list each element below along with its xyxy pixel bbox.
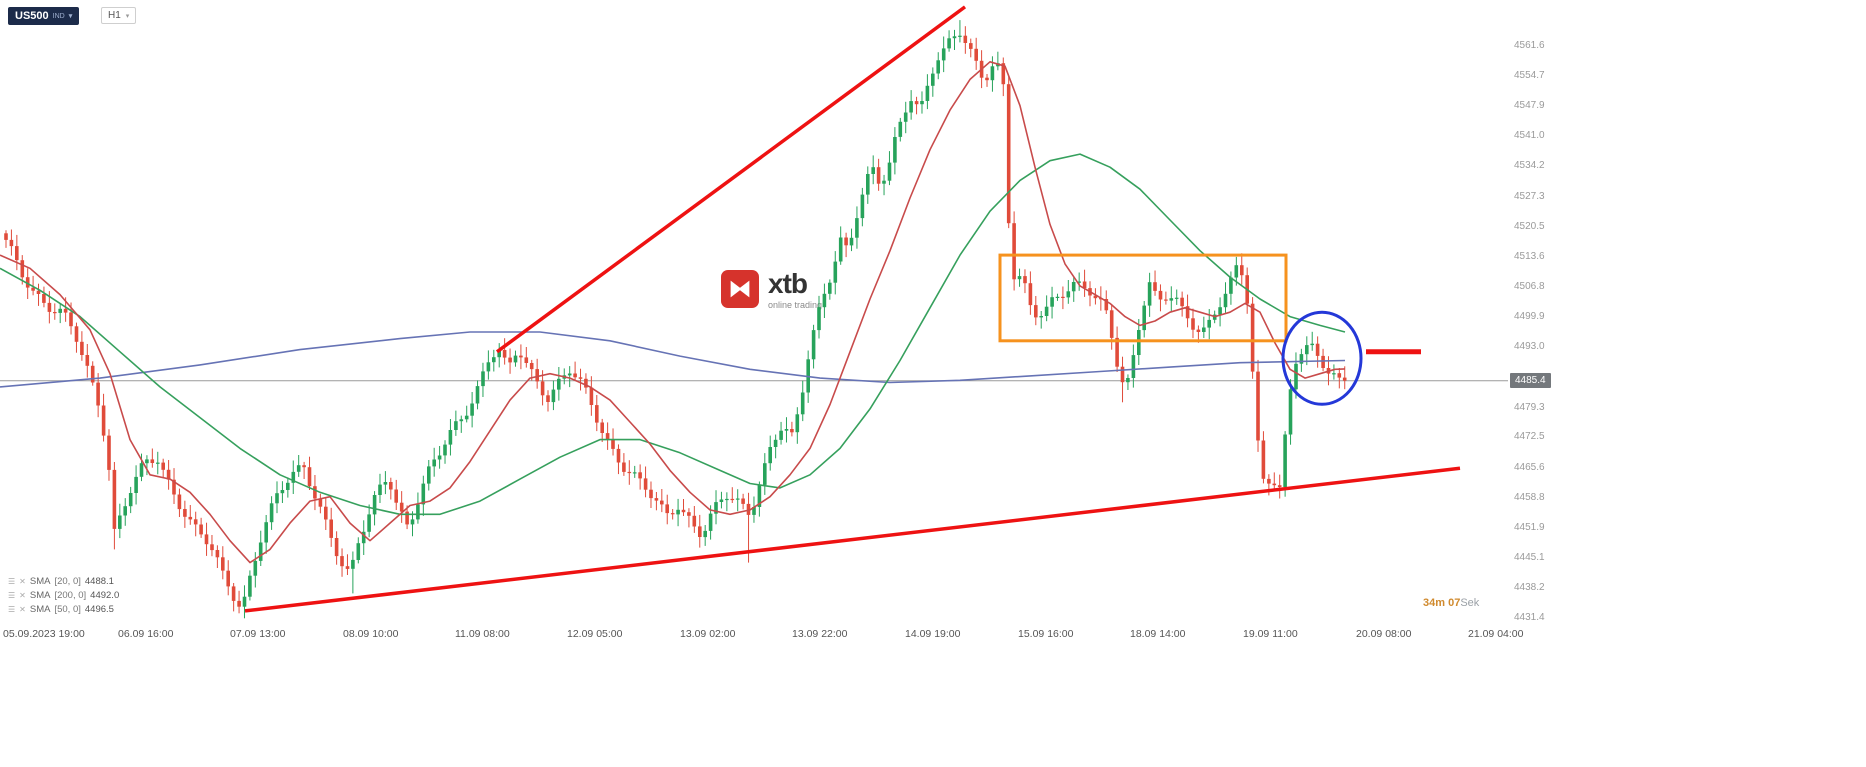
- brand-name: xtb: [768, 268, 808, 299]
- xtb-logo-icon: [721, 270, 759, 308]
- indicator-name: SMA: [29, 575, 51, 587]
- lower-trendline-annotation[interactable]: [244, 466, 1461, 613]
- time-axis-label: 08.09 10:00: [343, 628, 399, 640]
- price-axis-label: 4554.7: [1514, 70, 1545, 81]
- sma200-line[interactable]: [0, 331, 1346, 388]
- time-axis-label: 18.09 14:00: [1130, 628, 1186, 640]
- indicator-params: [200, 0]: [54, 589, 87, 601]
- price-axis-label: 4547.9: [1514, 100, 1545, 111]
- indicator-settings-icon[interactable]: ☰: [8, 590, 16, 600]
- chevron-down-icon: ▾: [68, 13, 73, 20]
- timeframe-selector[interactable]: H1 ▾: [101, 7, 137, 24]
- price-axis-label: 4561.6: [1514, 40, 1545, 51]
- drawing-annotations[interactable]: [244, 5, 1461, 613]
- indicator-value: 4496.5: [84, 603, 114, 615]
- time-axis-label: 21.09 04:00: [1468, 628, 1524, 640]
- indicator-settings-icon[interactable]: ☰: [8, 604, 16, 614]
- candle-countdown: 34m 07Sek: [1423, 597, 1479, 609]
- highlight-ellipse-annotation[interactable]: [1281, 310, 1363, 406]
- indicator-name: SMA: [29, 603, 51, 615]
- sma50-line[interactable]: [0, 153, 1346, 516]
- time-axis-label: 13.09 22:00: [792, 628, 848, 640]
- time-axis-label: 12.09 05:00: [567, 628, 623, 640]
- indicator-settings-icon[interactable]: ☰: [8, 576, 16, 586]
- price-axis-label: 4493.0: [1514, 341, 1545, 352]
- price-axis-label: 4465.6: [1514, 462, 1545, 473]
- price-axis-label: 4472.5: [1514, 431, 1545, 442]
- consolidation-box-annotation[interactable]: [998, 253, 1288, 343]
- symbol-name: US500: [15, 10, 49, 22]
- price-axis-label: 4520.5: [1514, 221, 1545, 232]
- indicator-params: [50, 0]: [54, 603, 81, 615]
- indicator-params: [20, 0]: [54, 575, 81, 587]
- legend-row: ☰ ✕ SMA [20, 0] 4488.1: [8, 574, 119, 588]
- indicator-remove-icon[interactable]: ✕: [19, 604, 26, 614]
- price-axis-label: 4513.6: [1514, 251, 1545, 262]
- price-axis-label: 4438.2: [1514, 582, 1545, 593]
- symbol-selector[interactable]: US500 IND ▾: [8, 7, 80, 25]
- sma-lines: [0, 61, 1346, 564]
- chevron-down-icon: ▾: [125, 12, 130, 20]
- time-axis-label: 07.09 13:00: [230, 628, 286, 640]
- price-axis-label: 4458.8: [1514, 492, 1545, 503]
- price-axis-label: 4499.9: [1514, 311, 1545, 322]
- time-axis-label: 20.09 08:00: [1356, 628, 1412, 640]
- indicator-legend: ☰ ✕ SMA [20, 0] 4488.1 ☰ ✕ SMA [200, 0] …: [8, 574, 119, 616]
- sma20-line[interactable]: [0, 61, 1346, 564]
- time-axis-label: 14.09 19:00: [905, 628, 961, 640]
- countdown-unit: Sek: [1460, 597, 1480, 609]
- legend-row: ☰ ✕ SMA [50, 0] 4496.5: [8, 602, 119, 616]
- brand-tagline: online trading: [768, 300, 823, 310]
- price-axis-label: 4534.2: [1514, 160, 1545, 171]
- time-axis-label: 13.09 02:00: [680, 628, 736, 640]
- time-axis-label: 15.09 16:00: [1018, 628, 1074, 640]
- time-axis-label: 19.09 11:00: [1243, 628, 1298, 640]
- indicator-name: SMA: [29, 589, 51, 601]
- price-axis-label: 4431.4: [1514, 612, 1545, 623]
- indicator-value: 4492.0: [90, 589, 120, 601]
- upper-trendline-annotation[interactable]: [495, 5, 967, 354]
- current-price-badge: 4485.4: [1510, 373, 1551, 388]
- price-axis-label: 4479.3: [1514, 402, 1545, 413]
- timeframe-label: H1: [108, 10, 121, 21]
- indicator-remove-icon[interactable]: ✕: [19, 590, 26, 600]
- price-axis-label: 4541.0: [1514, 130, 1545, 141]
- indicator-remove-icon[interactable]: ✕: [19, 576, 26, 586]
- price-chart[interactable]: [0, 0, 1510, 767]
- price-axis-label: 4527.3: [1514, 191, 1545, 202]
- time-axis-label: 05.09.2023 19:00: [3, 628, 85, 640]
- price-axis-label: 4506.8: [1514, 281, 1545, 292]
- countdown-value: 34m 07: [1423, 597, 1461, 609]
- time-axis-label: 11.09 08:00: [455, 628, 510, 640]
- time-axis-label: 06.09 16:00: [118, 628, 174, 640]
- price-axis-label: 4445.1: [1514, 552, 1545, 563]
- indicator-value: 4488.1: [84, 575, 114, 587]
- instrument-type-label: IND: [52, 12, 65, 20]
- legend-row: ☰ ✕ SMA [200, 0] 4492.0: [8, 588, 119, 602]
- broker-watermark: xtb online trading: [721, 270, 822, 310]
- price-axis-label: 4451.9: [1514, 522, 1545, 533]
